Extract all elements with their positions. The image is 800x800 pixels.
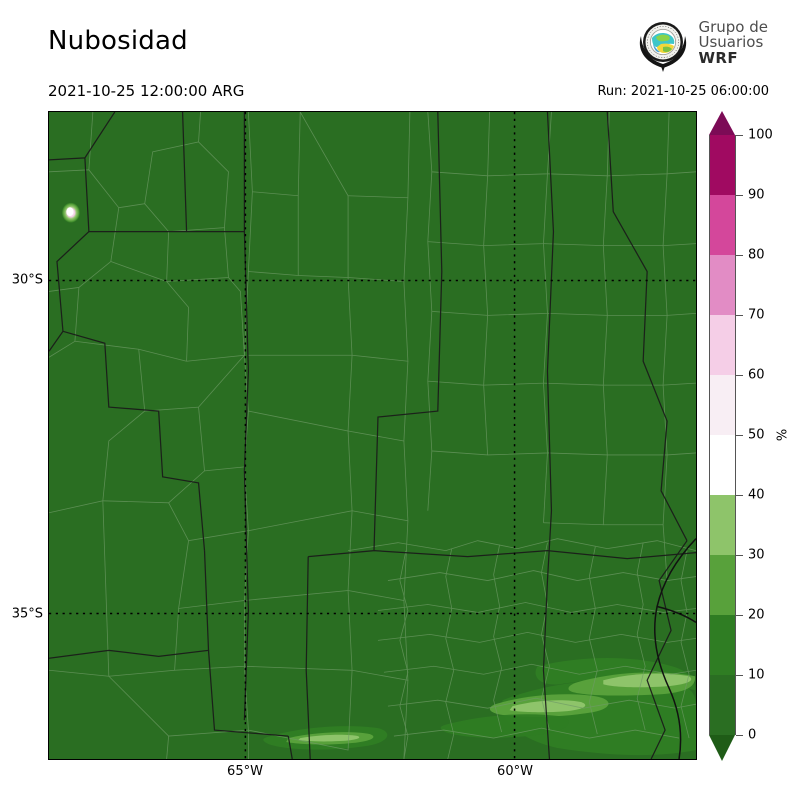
colorbar-tick-60 <box>736 375 743 376</box>
colorbar-tick-70 <box>736 315 743 316</box>
colorbar-tick-label-30: 30 <box>748 547 765 563</box>
colorbar-tick-50 <box>736 435 743 436</box>
map-plot-area[interactable] <box>48 111 697 760</box>
colorbar-tick-label-100: 100 <box>748 127 773 143</box>
run-time-label: Run: 2021-10-25 06:00:00 <box>597 84 769 99</box>
valid-time-label: 2021-10-25 12:00:00 ARG <box>48 82 245 100</box>
colorbar-band-70-80 <box>710 255 735 315</box>
colorbar-tick-40 <box>736 495 743 496</box>
province-boundaries <box>49 112 696 759</box>
colorbar-bands <box>709 135 736 735</box>
colorbar-tick-20 <box>736 615 743 616</box>
colorbar-band-90-100 <box>710 135 735 195</box>
colorbar-band-50-60 <box>710 375 735 435</box>
colorbar-band-60-70 <box>710 315 735 375</box>
colorbar-band-0-10 <box>710 675 735 735</box>
cloud-cover-field <box>49 112 696 759</box>
logo-line-2: Usuarios <box>698 33 764 52</box>
colorbar-tick-label-0: 0 <box>748 727 757 743</box>
lat-tick-30s: 30°S <box>11 272 43 288</box>
lon-tick-65w: 65°W <box>227 764 263 779</box>
coastline <box>654 538 696 759</box>
colorbar-tick-label-40: 40 <box>748 487 765 503</box>
colorbar-tick-80 <box>736 255 743 256</box>
colorbar-band-40-50 <box>710 435 735 495</box>
logo-block: Grupo de Usuarios WRF <box>635 14 768 74</box>
colorbar-tick-90 <box>736 195 743 196</box>
colorbar-tick-30 <box>736 555 743 556</box>
colorbar-tick-label-80: 80 <box>748 247 765 263</box>
colorbar-tick-label-70: 70 <box>748 307 765 323</box>
colorbar-tick-label-50: 50 <box>748 427 765 443</box>
lat-tick-35s: 35°S <box>11 606 43 622</box>
colorbar-tick-label-90: 90 <box>748 187 765 203</box>
colorbar-band-10-20 <box>710 615 735 675</box>
lon-tick-60w: 60°W <box>497 764 533 779</box>
wrf-user-group-seal-icon <box>635 16 691 72</box>
colorbar-under-arrow <box>709 735 735 761</box>
colorbar-tick-100 <box>736 135 743 136</box>
cloud-patch-group <box>263 658 696 756</box>
colorbar: 0 10 20 30 40 50 60 70 80 90 100 % <box>709 111 799 771</box>
colorbar-tick-label-10: 10 <box>748 667 765 683</box>
logo-line-3: WRF <box>698 48 739 67</box>
colorbar-band-80-90 <box>710 195 735 255</box>
colorbar-unit-label: % <box>775 428 791 442</box>
colorbar-tick-label-60: 60 <box>748 367 765 383</box>
colorbar-tick-0 <box>736 735 743 736</box>
colorbar-over-arrow <box>709 111 735 135</box>
logo-line-1: Grupo de <box>698 17 768 36</box>
logo-text: Grupo de Usuarios WRF <box>698 17 768 69</box>
colorbar-band-20-30 <box>710 555 735 615</box>
page-title: Nubosidad <box>48 26 188 56</box>
colorbar-tick-label-20: 20 <box>748 607 765 623</box>
colorbar-tick-10 <box>736 675 743 676</box>
high-cloud-cell <box>61 202 80 223</box>
colorbar-band-30-40 <box>710 495 735 555</box>
